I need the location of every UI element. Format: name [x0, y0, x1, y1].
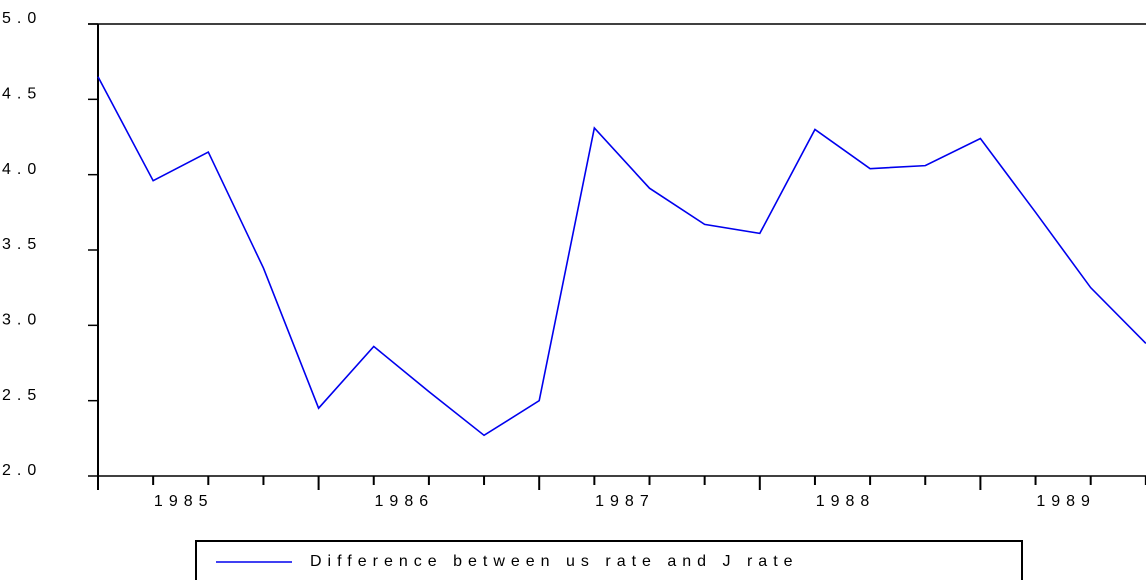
- y-tick-label: 2.0: [2, 462, 42, 479]
- y-tick-label: 3.5: [2, 236, 42, 253]
- x-tick-label: 1986: [375, 493, 435, 510]
- legend-label: Difference between us rate and J rate: [310, 553, 799, 570]
- y-tick-label: 4.5: [2, 86, 42, 103]
- x-tick-label: 1985: [154, 493, 214, 510]
- y-tick-label: 3.0: [2, 312, 42, 329]
- y-tick-label: 5.0: [2, 10, 42, 27]
- legend-box: [195, 540, 1023, 580]
- y-tick-label: 4.0: [2, 161, 42, 178]
- x-tick-label: 1988: [816, 493, 876, 510]
- y-tick-label: 2.5: [2, 387, 42, 404]
- x-tick-label: 1989: [1036, 493, 1096, 510]
- series-line: [97, 76, 1146, 437]
- x-tick-label: 1987: [595, 493, 655, 510]
